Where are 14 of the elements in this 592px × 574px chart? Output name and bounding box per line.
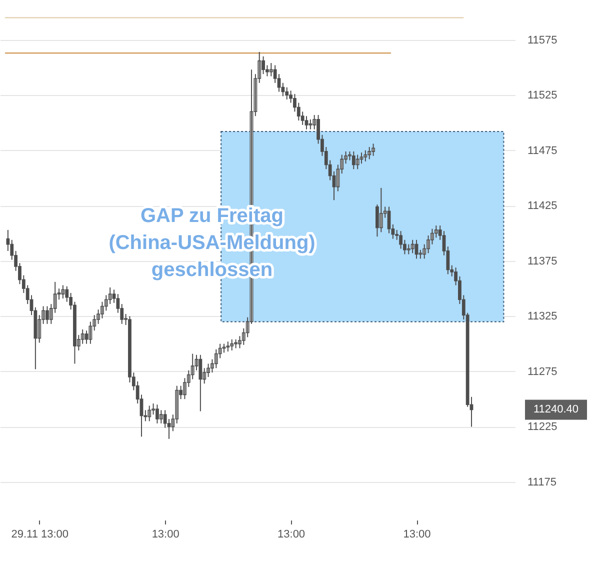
y-tick-label: 11425 [528, 200, 558, 212]
y-tick-label: 11225 [528, 421, 558, 434]
y-tick-label: 11325 [528, 310, 558, 323]
y-tick-label: 11175 [528, 476, 556, 488]
text: 11240.40 [533, 404, 579, 416]
y-tick-label: 11275 [528, 366, 558, 378]
y-tick-label: 11375 [528, 255, 558, 268]
x-tick-label: 29.11 13:00 [11, 528, 69, 540]
x-tick-label: 13:00 [152, 528, 180, 540]
x-tick-label: 13:00 [403, 528, 431, 540]
y-tick-label: 11525 [528, 90, 558, 102]
x-tick-label: 13:00 [278, 528, 306, 540]
y-tick-label: 11575 [528, 34, 558, 46]
y-tick-label: 11475 [528, 144, 558, 157]
